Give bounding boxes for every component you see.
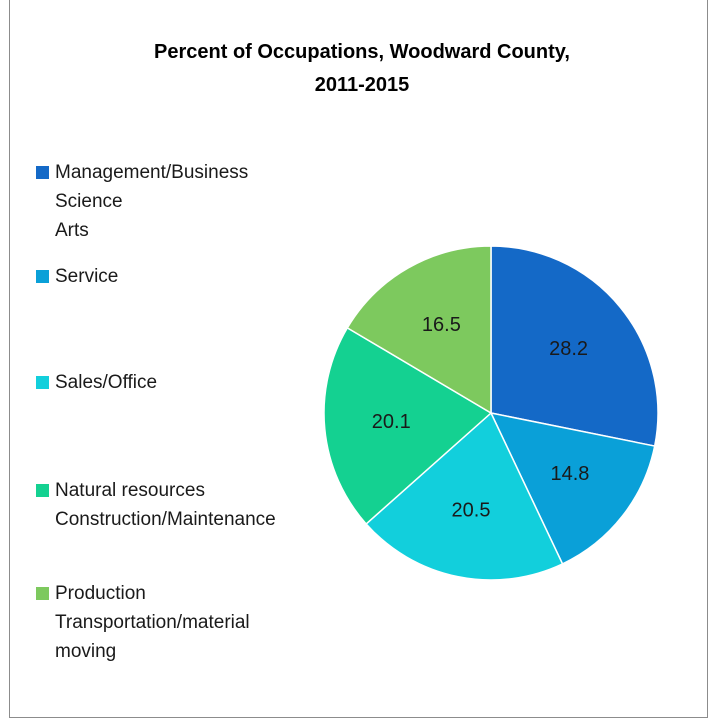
legend-label: Production Transportation/material movin… [55,583,250,662]
pie-slice [490,245,659,447]
legend-item: Sales/Office [36,368,157,397]
legend-label: Management/Business Science Arts [55,162,249,241]
pie-slice [323,326,493,525]
legend-item: Production Transportation/material movin… [36,579,250,666]
legend-swatch [36,270,49,283]
legend-swatch [36,166,49,179]
chart-title: Percent of Occupations, Woodward County,… [154,41,570,96]
legend-label: Service [55,266,119,287]
pie-slice [365,411,564,581]
legend-swatch [36,376,49,389]
data-label: 20.5 [452,499,491,521]
legend-item: Management/Business Science Arts [36,158,248,245]
data-label: 20.1 [372,411,411,433]
data-label: 28.2 [549,338,588,360]
pie-slice [346,245,492,415]
legend-item: Natural resources Construction/Maintenan… [36,476,276,534]
legend-item: Service [36,262,118,291]
legend-swatch [36,484,49,497]
data-label: 14.8 [550,463,589,485]
legend-label: Natural resources Construction/Maintenan… [55,480,276,530]
legend-label: Sales/Office [55,372,158,393]
legend-swatch [36,587,49,600]
data-label: 16.5 [422,314,461,336]
pie-slice [489,411,656,565]
